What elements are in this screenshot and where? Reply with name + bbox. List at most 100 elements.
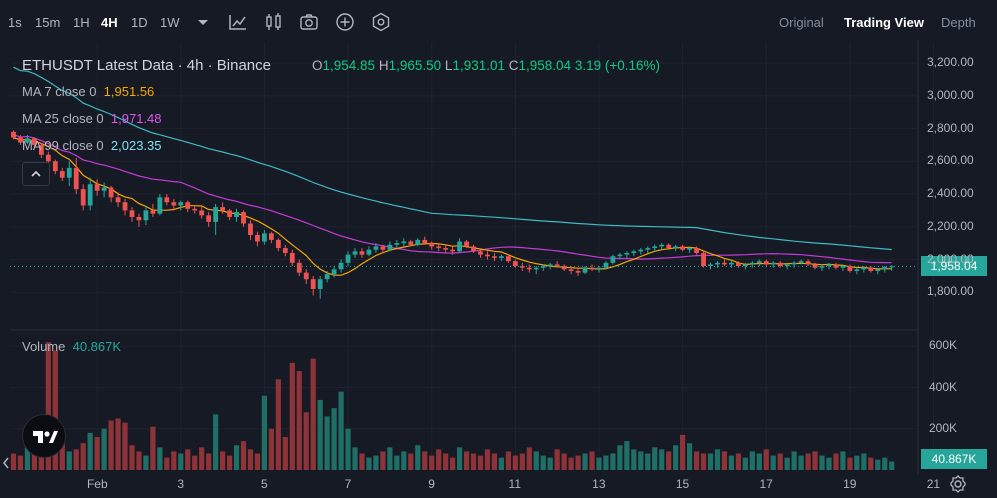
volume-bar <box>164 457 170 470</box>
volume-bar <box>596 457 602 470</box>
candle-body <box>631 251 637 253</box>
timeframe-15m[interactable]: 15m <box>35 15 61 30</box>
volume-bar <box>854 455 860 470</box>
ma25-line <box>13 134 892 264</box>
candle-body <box>296 262 302 273</box>
candle-body <box>826 264 832 267</box>
candle-style-icon[interactable] <box>228 12 248 32</box>
volume-bar <box>721 451 728 470</box>
volume-bar <box>624 441 630 470</box>
candle-body <box>645 248 651 250</box>
high-value: 1,965.50 <box>388 58 442 73</box>
candle-body <box>338 262 344 270</box>
plus-circle-icon[interactable] <box>335 12 355 32</box>
candle-body <box>868 267 874 271</box>
volume-bar <box>589 451 595 470</box>
candle-body <box>882 266 888 270</box>
volume-tick-label: 400K <box>929 379 958 394</box>
volume-bar <box>812 451 818 470</box>
volume-bar <box>324 416 330 470</box>
candle-body <box>289 252 295 263</box>
volume-bar <box>456 447 463 470</box>
candle-body <box>359 251 365 255</box>
price-tick-label: 3,200.00 <box>927 55 974 70</box>
timeframe-1h[interactable]: 1H <box>73 15 90 30</box>
candle-body <box>805 261 811 265</box>
timeframe-4h[interactable]: 4H <box>101 15 118 30</box>
volume-bar <box>373 455 379 470</box>
candle-body <box>73 167 79 190</box>
volume-bar <box>554 449 560 470</box>
volume-bar <box>505 451 511 470</box>
volume-bar <box>868 457 874 470</box>
gear-icon[interactable] <box>948 474 968 494</box>
volume-bar <box>122 422 128 470</box>
ma25-label: MA 25 close 0 <box>22 111 104 126</box>
candle-body <box>373 246 379 250</box>
ma99-value: 2,023.35 <box>110 138 162 153</box>
volume-bar <box>707 453 714 470</box>
candle-body <box>596 267 602 270</box>
change-value: 3.19 (+0.16%) <box>574 58 661 73</box>
timeframe-1d[interactable]: 1D <box>131 15 148 30</box>
volume-bar <box>882 457 888 470</box>
volume-bar <box>540 455 546 470</box>
view-original[interactable]: Original <box>779 15 824 30</box>
time-tick-label: 9 <box>428 477 435 491</box>
time-tick-label: 21 <box>926 477 941 491</box>
candle-body <box>540 266 546 268</box>
current-price-label: 1,958.04 <box>921 256 987 276</box>
tradingview-logo[interactable] <box>22 414 66 458</box>
candle-body <box>401 241 407 244</box>
candle-body <box>185 202 191 209</box>
candle-body <box>603 262 609 268</box>
candle-body <box>471 246 476 252</box>
price-tick-label: 2,800.00 <box>927 120 974 135</box>
camera-icon[interactable] <box>299 12 319 32</box>
volume-bar <box>87 432 93 470</box>
volume-tick-label: 200K <box>929 420 958 435</box>
candle-body <box>94 184 100 191</box>
chevron-left-icon[interactable] <box>0 455 12 471</box>
candle-body <box>59 171 65 178</box>
ma99-legend: MA 99 close 0 2,023.35 <box>22 138 162 153</box>
candle-body <box>150 210 156 214</box>
volume-bar <box>833 453 839 470</box>
timeframe-1s[interactable]: 1s <box>8 15 22 30</box>
ma25-value: 1,971.48 <box>110 111 162 126</box>
legend-collapse-button[interactable] <box>22 162 50 186</box>
indicators-icon[interactable] <box>264 12 284 32</box>
ma99-line <box>13 66 892 251</box>
candle-body <box>505 256 511 262</box>
settings-icon[interactable] <box>371 12 391 32</box>
candle-body <box>624 252 630 255</box>
volume-bar <box>728 455 735 470</box>
candle-body <box>659 244 665 247</box>
volume-bar <box>171 451 177 470</box>
volume-bar <box>178 453 184 470</box>
view-depth[interactable]: Depth <box>941 15 976 30</box>
volume-bar <box>408 453 414 470</box>
volume-bar <box>686 443 693 470</box>
volume-bar <box>875 459 881 470</box>
candle-body <box>854 269 860 271</box>
view-trading-view[interactable]: Trading View <box>844 15 924 30</box>
caret-down-icon[interactable] <box>193 12 213 32</box>
volume-bar <box>143 455 149 470</box>
candle-body <box>108 187 114 198</box>
time-tick-label: 5 <box>261 477 268 491</box>
timeframe-1w[interactable]: 1W <box>160 15 180 30</box>
volume-label: Volume <box>22 339 66 354</box>
volume-bar <box>429 455 435 470</box>
candle-body <box>331 269 337 275</box>
candle-body <box>366 249 372 255</box>
candle-body <box>32 138 37 145</box>
candle-body <box>610 256 616 263</box>
volume-bar <box>24 447 31 470</box>
candle-body <box>770 262 776 265</box>
candle-body <box>763 261 769 265</box>
candle-body <box>38 144 44 155</box>
volume-bar <box>275 379 281 470</box>
candle-body <box>25 138 30 143</box>
